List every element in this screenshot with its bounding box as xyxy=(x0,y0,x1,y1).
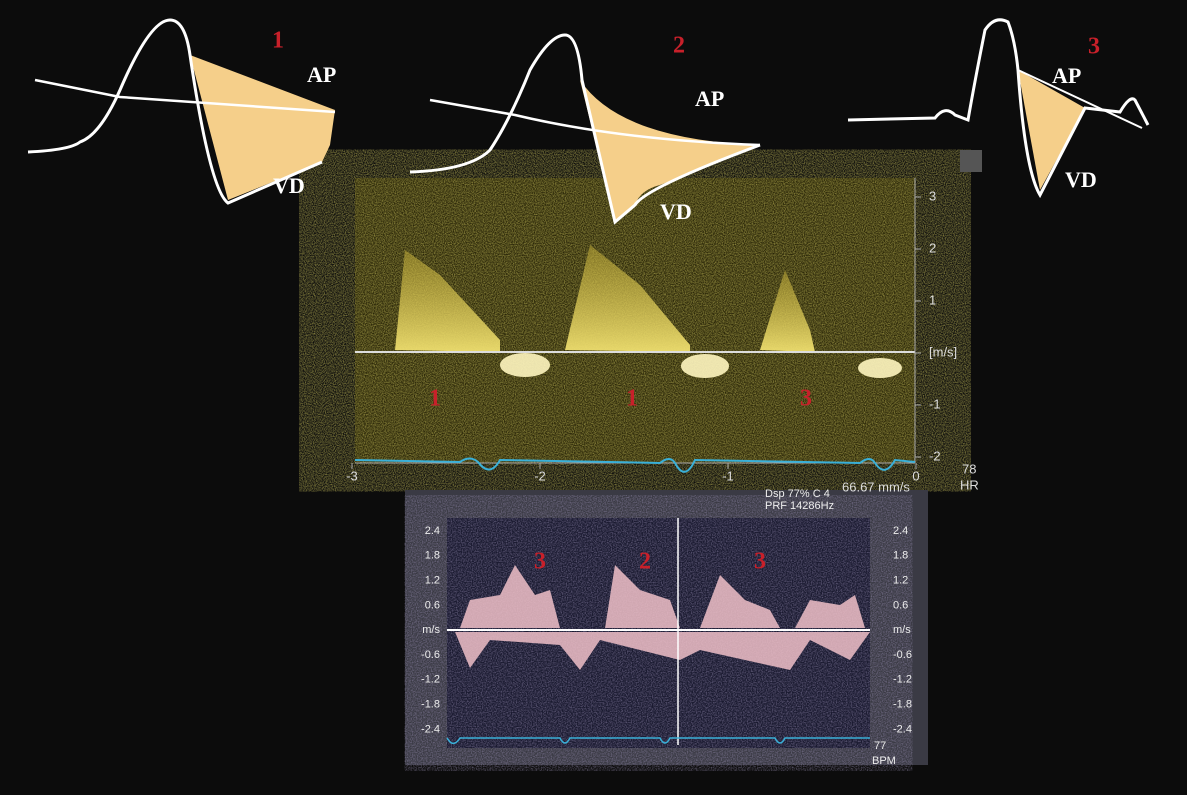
y-tick-label: -1.2 xyxy=(893,674,912,686)
vd-label: VD xyxy=(660,199,692,224)
y-tick-label: 2.4 xyxy=(425,525,440,537)
settings: Dsp 77% C 4 xyxy=(765,488,830,500)
sweep-speed: 66.67 mm/s xyxy=(842,479,910,494)
y-tick-label: 0.6 xyxy=(425,599,440,611)
beat-label: 3 xyxy=(534,549,546,575)
x-tick-label: -3 xyxy=(346,468,358,483)
y-tick-label: -2.4 xyxy=(893,723,912,735)
y-tick-label: 1.2 xyxy=(425,575,440,587)
y-tick-label: 1.8 xyxy=(425,550,440,562)
y-tick-label: -2 xyxy=(929,448,941,463)
beat-label: 1 xyxy=(429,386,441,412)
x-tick-label: 0 xyxy=(912,468,919,483)
figure-canvas: 1 AP VD 2 AP VD 3 AP VD 78 HR 66.67 mm/s… xyxy=(0,0,1187,795)
y-tick-label: 2.4 xyxy=(893,525,908,537)
y-tick-label: -1.8 xyxy=(421,699,440,711)
bpm-label: BPM xyxy=(872,755,896,767)
beat-label: 3 xyxy=(754,549,766,575)
y-tick-label: -1.2 xyxy=(421,674,440,686)
settings: PRF 14286Hz xyxy=(765,500,834,512)
y-tick-label: -2.4 xyxy=(421,723,440,735)
schematic-number: 3 xyxy=(1088,34,1100,60)
y-tick-label: -1 xyxy=(929,396,941,411)
schematic-number: 1 xyxy=(272,28,284,54)
y-tick-label: m/s xyxy=(893,624,911,636)
y-tick-label: -0.6 xyxy=(893,649,912,661)
y-tick-label: 3 xyxy=(929,188,936,203)
beat-label: 3 xyxy=(800,386,812,412)
figure: 1 AP VD 2 AP VD 3 AP VD 78 HR 66.67 mm/s… xyxy=(0,0,1187,795)
hr-label: HR xyxy=(960,477,979,492)
y-tick-label: -1.8 xyxy=(893,699,912,711)
vd-label: VD xyxy=(1065,167,1097,192)
y-tick-label: [m/s] xyxy=(929,344,957,359)
hr-value: 78 xyxy=(962,461,976,476)
ap-label: AP xyxy=(1052,63,1081,88)
y-tick-label: 1.8 xyxy=(893,550,908,562)
y-tick-label: 1.2 xyxy=(893,575,908,587)
beat-label: 1 xyxy=(626,386,638,412)
beat-label: 2 xyxy=(639,549,651,575)
schematic-3 xyxy=(848,20,1148,195)
y-tick-label: 2 xyxy=(929,240,936,255)
ap-label: AP xyxy=(695,86,724,111)
bpm-value: 77 xyxy=(874,740,886,752)
y-tick-label: m/s xyxy=(422,624,440,636)
ap-label: AP xyxy=(307,62,336,87)
x-tick-label: -2 xyxy=(534,468,546,483)
x-tick-label: -1 xyxy=(722,468,734,483)
y-tick-label: 0.6 xyxy=(893,599,908,611)
y-tick-label: 1 xyxy=(929,292,936,307)
y-tick-label: -0.6 xyxy=(421,649,440,661)
vd-label: VD xyxy=(273,173,305,198)
schematic-number: 2 xyxy=(673,33,685,59)
